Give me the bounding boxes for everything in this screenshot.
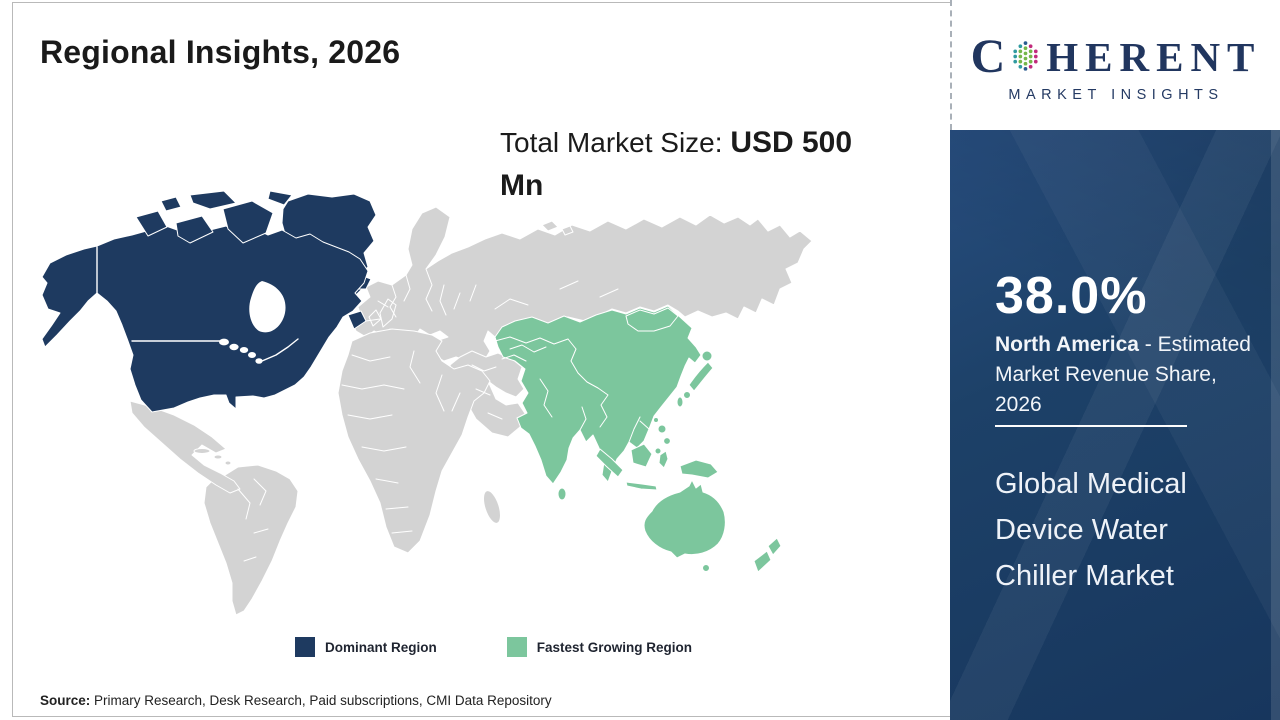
stat-description: North America - Estimated Market Revenue… <box>995 330 1267 420</box>
fastest-growing-region-swatch <box>506 637 527 657</box>
stat-region: North America <box>995 333 1139 356</box>
region-north-america <box>41 190 377 413</box>
world-map <box>40 188 820 620</box>
total-market-size: Total Market Size: USD 500 Mn <box>500 122 890 207</box>
company-logo: C HERENT MARKET INSIGHTS <box>950 0 1280 130</box>
region-asia-pacific <box>494 305 782 573</box>
stat-desc-rest: - Estimated Market Revenue Share, 2026 <box>995 333 1251 417</box>
sidebar: C HERENT MARKET INSIGHTS 38.0% <box>950 0 1280 720</box>
region-rest-of-world <box>129 206 813 616</box>
source-line: Source: Primary Research, Desk Research,… <box>40 693 552 708</box>
fastest-growing-region-label: Fastest Growing Region <box>536 639 693 655</box>
logo-letter-c: C <box>970 30 1006 83</box>
stat-value: 38.0% <box>995 267 1148 325</box>
source-label: Source: <box>40 693 91 708</box>
panel-edge-strip <box>1271 130 1280 720</box>
map-legend: Dominant Region Fastest Growing Region <box>295 637 692 657</box>
logo-wordmark-rest: HERENT <box>1046 33 1262 80</box>
panel-divider <box>995 425 1187 427</box>
logo-wordmark: C HERENT <box>971 33 1262 81</box>
market-name: Global Medical Device Water Chiller Mark… <box>995 468 1187 592</box>
logo-tagline: MARKET INSIGHTS <box>1008 87 1224 103</box>
total-market-size-label: Total Market Size: <box>500 127 731 158</box>
world-map-svg <box>41 190 813 616</box>
page-title: Regional Insights, 2026 <box>40 34 401 70</box>
total-market-size-value: USD 500 Mn <box>500 126 853 202</box>
dominant-region-swatch <box>295 637 315 657</box>
legend-item-dominant: Dominant Region <box>295 637 437 657</box>
legend-item-fastest-growing: Fastest Growing Region <box>506 637 693 657</box>
globe-icon <box>1013 40 1038 71</box>
source-text: Primary Research, Desk Research, Paid su… <box>90 693 552 708</box>
sidebar-panel: 38.0% North America - Estimated Market R… <box>950 130 1280 720</box>
dominant-region-label: Dominant Region <box>325 639 437 655</box>
